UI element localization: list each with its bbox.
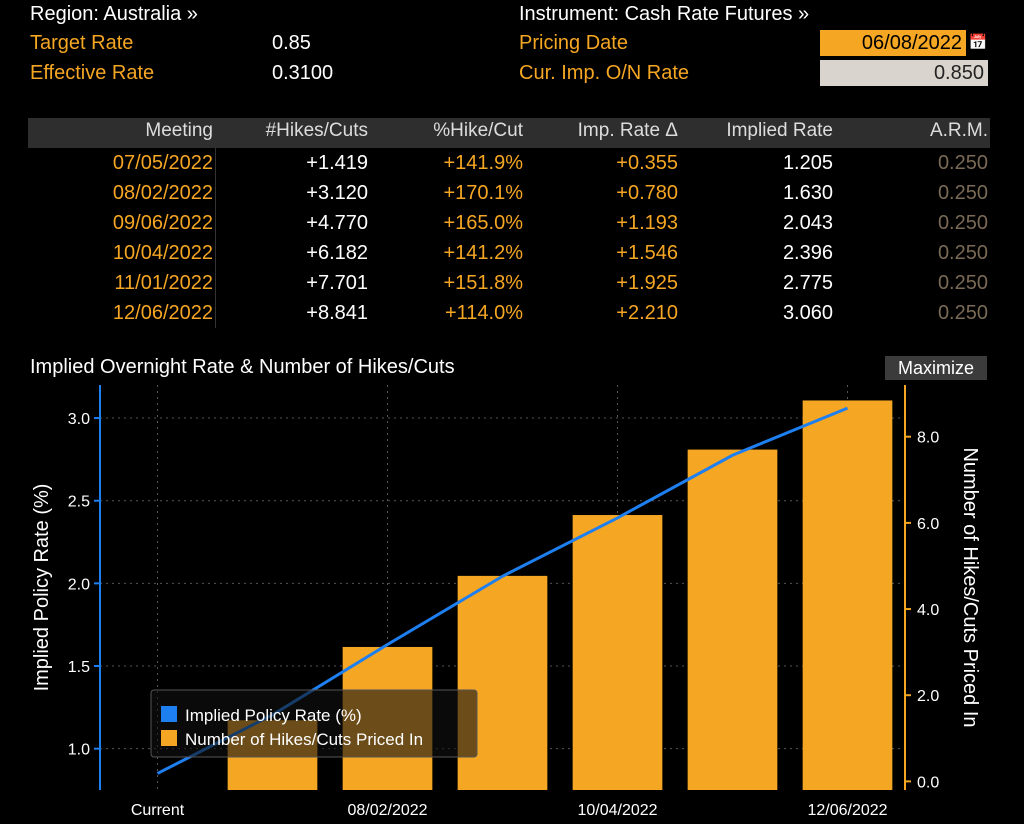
hikes-cuts-cell: +4.770 <box>306 212 368 234</box>
implied-rate-cell: 2.043 <box>782 212 833 234</box>
column-header[interactable]: Imp. Rate Δ <box>577 120 678 141</box>
arm-cell: 0.250 <box>937 242 988 264</box>
pct-hike-cell: +141.9% <box>443 152 523 174</box>
pricing-date-label: Pricing Date <box>519 32 628 54</box>
effective-rate-label: Effective Rate <box>30 62 155 84</box>
pct-hike-cell: +170.1% <box>443 182 523 204</box>
bar <box>687 449 778 790</box>
legend-box <box>150 689 478 758</box>
column-header[interactable]: Meeting <box>145 120 213 141</box>
y-axis-title: Implied Policy Rate (%) <box>31 484 53 692</box>
implied-rate-cell: 2.775 <box>782 272 833 294</box>
x-tick-label: 12/06/2022 <box>807 802 887 819</box>
implied-rate-cell: 1.205 <box>782 152 833 174</box>
imp-rate-delta-cell: +0.355 <box>616 152 678 174</box>
column-header[interactable]: Implied Rate <box>726 120 833 141</box>
y-tick-label: 1.5 <box>68 659 90 676</box>
meeting-date-cell: 10/04/2022 <box>112 242 213 264</box>
legend-swatch-bar <box>161 730 177 746</box>
bar <box>457 575 548 790</box>
cur-imp-rate-label: Cur. Imp. O/N Rate <box>519 62 690 84</box>
maximize-button[interactable]: Maximize <box>885 356 987 380</box>
imp-rate-delta-cell: +1.546 <box>616 242 678 264</box>
legend-swatch-line <box>161 706 177 722</box>
cur-imp-rate-field[interactable]: 0.850 <box>820 60 988 86</box>
y2-tick-label: 8.0 <box>917 430 939 447</box>
region-selector[interactable]: Region: Australia » <box>30 3 198 25</box>
hikes-cuts-cell: +7.701 <box>306 272 368 294</box>
implied-rate-cell: 2.396 <box>782 242 833 264</box>
bar <box>802 400 893 790</box>
legend-label: Number of Hikes/Cuts Priced In <box>185 730 423 749</box>
target-rate-value: 0.85 <box>272 32 311 54</box>
y2-tick-label: 0.0 <box>917 774 939 791</box>
y2-tick-label: 6.0 <box>917 516 939 533</box>
y2-tick-label: 4.0 <box>917 602 939 619</box>
calendar-icon[interactable]: 📅 <box>968 34 988 51</box>
y-tick-label: 3.0 <box>68 411 90 428</box>
meeting-date-cell: 11/01/2022 <box>114 272 213 294</box>
meeting-date-cell: 07/05/2022 <box>112 152 213 174</box>
legend-label: Implied Policy Rate (%) <box>185 706 362 725</box>
implied-rate-cell: 3.060 <box>782 302 833 324</box>
imp-rate-delta-cell: +0.780 <box>616 182 678 204</box>
imp-rate-delta-cell: +2.210 <box>616 302 678 324</box>
y2-axis-title: Number of Hikes/Cuts Priced In <box>959 447 981 727</box>
arm-cell: 0.250 <box>937 152 988 174</box>
pct-hike-cell: +165.0% <box>443 212 523 234</box>
arm-cell: 0.250 <box>937 302 988 324</box>
hikes-cuts-cell: +8.841 <box>306 302 368 324</box>
hikes-cuts-cell: +1.419 <box>306 152 368 174</box>
pct-hike-cell: +151.8% <box>443 272 523 294</box>
x-tick-label: 10/04/2022 <box>577 802 657 819</box>
y-tick-label: 1.0 <box>68 742 90 759</box>
column-header[interactable]: A.R.M. <box>929 120 988 141</box>
meeting-date-cell: 12/06/2022 <box>112 302 213 324</box>
meeting-date-cell: 09/06/2022 <box>112 212 213 234</box>
column-header[interactable]: #Hikes/Cuts <box>265 120 368 141</box>
y-tick-label: 2.0 <box>68 576 90 593</box>
table-header-bar <box>28 118 990 148</box>
effective-rate-value: 0.3100 <box>272 62 334 84</box>
x-tick-label: 08/02/2022 <box>347 802 427 819</box>
y-tick-label: 2.5 <box>68 494 90 511</box>
chart-title: Implied Overnight Rate & Number of Hikes… <box>30 356 455 378</box>
y2-tick-label: 2.0 <box>917 688 939 705</box>
x-tick-label: Current <box>131 802 185 819</box>
target-rate-label: Target Rate <box>30 32 134 54</box>
hikes-cuts-cell: +3.120 <box>306 182 368 204</box>
arm-cell: 0.250 <box>937 212 988 234</box>
meeting-date-cell: 08/02/2022 <box>112 182 213 204</box>
bar <box>572 515 663 790</box>
arm-cell: 0.250 <box>937 272 988 294</box>
pct-hike-cell: +141.2% <box>443 242 523 264</box>
hikes-cuts-cell: +6.182 <box>306 242 368 264</box>
imp-rate-delta-cell: +1.925 <box>616 272 678 294</box>
table-divider <box>215 148 216 328</box>
pct-hike-cell: +114.0% <box>444 302 523 324</box>
pricing-date-input[interactable]: 06/08/2022 <box>820 30 966 56</box>
arm-cell: 0.250 <box>937 182 988 204</box>
implied-rate-cell: 1.630 <box>782 182 833 204</box>
instrument-selector[interactable]: Instrument: Cash Rate Futures » <box>519 3 810 25</box>
imp-rate-delta-cell: +1.193 <box>616 212 678 234</box>
column-header[interactable]: %Hike/Cut <box>433 120 523 141</box>
